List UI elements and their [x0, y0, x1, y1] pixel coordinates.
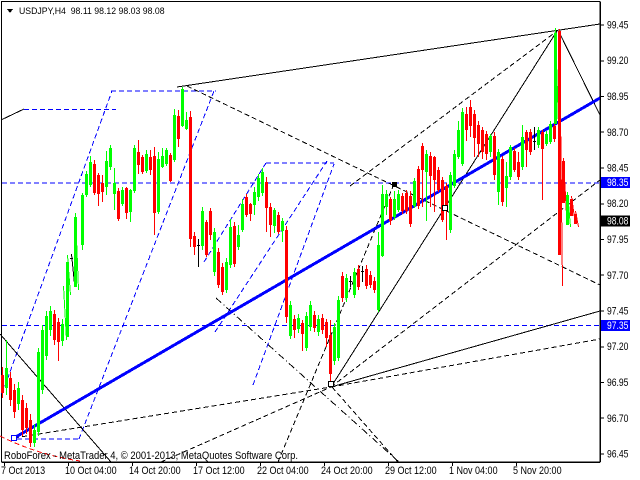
- svg-text:96.45: 96.45: [607, 449, 629, 461]
- svg-text:10 Oct 04:00: 10 Oct 04:00: [65, 465, 117, 477]
- svg-text:98.95: 98.95: [607, 91, 629, 103]
- svg-text:97.95: 97.95: [607, 234, 629, 246]
- svg-text:7 Oct 2013: 7 Oct 2013: [1, 465, 45, 477]
- svg-text:98.35: 98.35: [607, 177, 629, 189]
- svg-text:22 Oct 04:00: 22 Oct 04:00: [257, 465, 309, 477]
- svg-text:96.95: 96.95: [607, 377, 629, 389]
- svg-text:5 Nov 20:00: 5 Nov 20:00: [513, 465, 562, 477]
- svg-text:98.20: 98.20: [607, 198, 629, 210]
- svg-text:29 Oct 12:00: 29 Oct 12:00: [385, 465, 437, 477]
- svg-text:97.35: 97.35: [607, 320, 629, 332]
- svg-text:96.70: 96.70: [607, 413, 629, 425]
- svg-text:98.70: 98.70: [607, 127, 629, 139]
- svg-text:97.45: 97.45: [607, 306, 629, 318]
- svg-text:99.20: 99.20: [607, 55, 629, 67]
- svg-text:14 Oct 20:00: 14 Oct 20:00: [129, 465, 181, 477]
- svg-text:98.08: 98.08: [607, 215, 629, 227]
- svg-text:99.45: 99.45: [607, 20, 629, 32]
- svg-text:98.45: 98.45: [607, 163, 629, 175]
- svg-text:97.70: 97.70: [607, 270, 629, 282]
- svg-text:97.20: 97.20: [607, 341, 629, 353]
- svg-text:USDJPY,H4 98.11 98.12 98.03 9: USDJPY,H4 98.11 98.12 98.03 98.08: [19, 6, 165, 16]
- svg-text:24 Oct 20:00: 24 Oct 20:00: [321, 465, 373, 477]
- svg-text:17 Oct 12:00: 17 Oct 12:00: [193, 465, 245, 477]
- svg-text:RoboForex - MetaTrader 4, © 20: RoboForex - MetaTrader 4, © 2001-2013, M…: [4, 450, 298, 462]
- svg-text:1 Nov 04:00: 1 Nov 04:00: [449, 465, 498, 477]
